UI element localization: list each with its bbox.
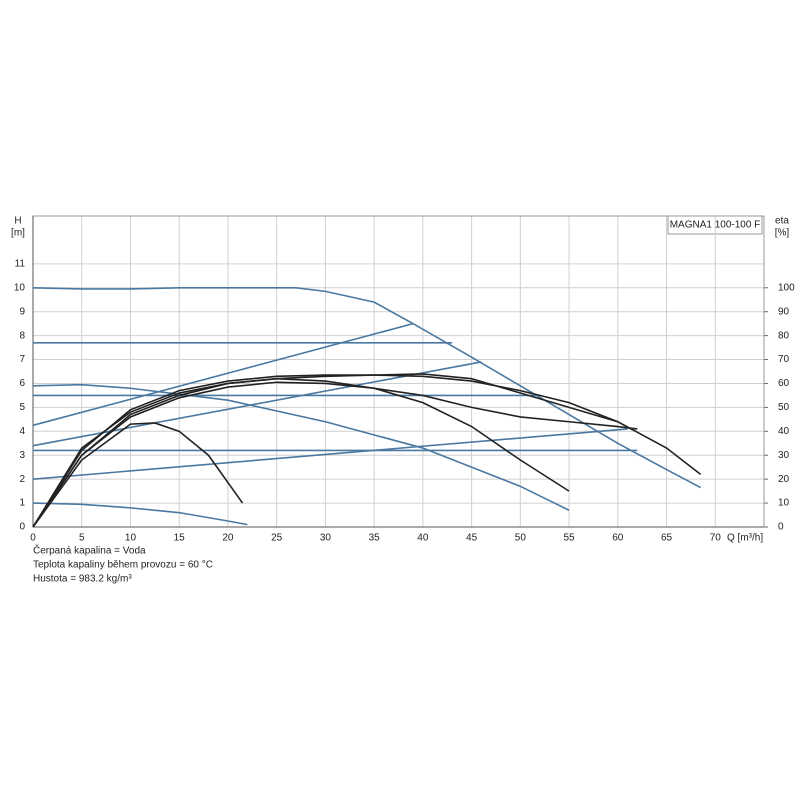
x-tick-label: 0	[30, 533, 36, 544]
y2-tick-label: 80	[778, 330, 790, 341]
x-tick-label: 20	[222, 533, 234, 544]
y-tick-label: 1	[19, 498, 25, 509]
y2-tick-label: 0	[778, 522, 784, 533]
y2-tick-label: 10	[778, 498, 790, 509]
y2-tick-label: 20	[778, 474, 790, 485]
curve	[32, 286, 702, 489]
y-unit: [m]	[11, 228, 25, 239]
x-label: Q [m³/h]	[727, 533, 763, 544]
annotation: Teplota kapaliny během provozu = 60 °C	[33, 560, 213, 571]
x-tick-label: 55	[564, 533, 576, 544]
curve	[32, 422, 244, 528]
x-tick-label: 35	[369, 533, 381, 544]
curve	[32, 381, 638, 528]
y-label: H	[14, 216, 21, 227]
x-tick-label: 25	[271, 533, 283, 544]
y2-tick-label: 100	[778, 282, 795, 293]
curve	[32, 322, 414, 427]
y-tick-label: 0	[19, 522, 25, 533]
y2-label: eta	[775, 216, 789, 227]
curve	[32, 428, 628, 480]
curve	[32, 377, 570, 528]
curve	[32, 502, 248, 526]
x-tick-label: 65	[661, 533, 673, 544]
x-tick-label: 15	[174, 533, 186, 544]
x-tick-label: 30	[320, 533, 332, 544]
y-tick-label: 4	[19, 426, 25, 437]
x-tick-label: 10	[125, 533, 137, 544]
x-tick-label: 45	[466, 533, 478, 544]
y-tick-label: 11	[15, 258, 26, 269]
y-tick-label: 8	[19, 330, 25, 341]
y-tick-label: 3	[19, 450, 25, 461]
y2-tick-label: 30	[778, 450, 790, 461]
x-tick-label: 50	[515, 533, 527, 544]
curve	[32, 383, 570, 511]
x-tick-label: 5	[79, 533, 85, 544]
y-tick-label: 2	[19, 474, 25, 485]
annotation: Hustota = 983.2 kg/m³	[33, 574, 132, 585]
y-tick-label: 6	[19, 378, 25, 389]
y2-tick-label: 50	[778, 402, 790, 413]
y2-unit: [%]	[775, 228, 790, 239]
y2-tick-label: 70	[778, 354, 790, 365]
y2-tick-label: 90	[778, 306, 790, 317]
y2-tick-label: 40	[778, 426, 790, 437]
x-tick-label: 40	[417, 533, 429, 544]
y-tick-label: 9	[19, 306, 25, 317]
x-tick-label: 60	[612, 533, 624, 544]
y-tick-label: 10	[14, 282, 26, 293]
annotation: Čerpaná kapalina = Voda	[33, 544, 146, 557]
y-tick-label: 5	[19, 402, 25, 413]
y2-tick-label: 60	[778, 378, 790, 389]
x-tick-label: 70	[710, 533, 722, 544]
curve	[32, 373, 619, 528]
y-tick-label: 7	[19, 354, 25, 365]
